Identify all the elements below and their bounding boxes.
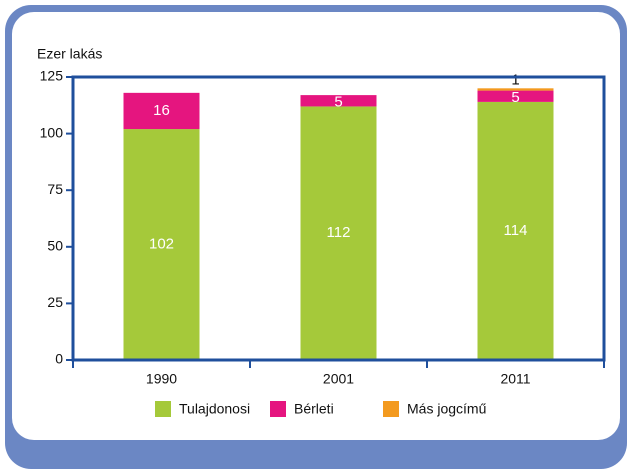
legend-swatch [383,401,399,417]
legend-swatch [155,401,171,417]
y-tick-label: 100 [40,124,64,140]
data-label: 112 [327,224,351,241]
legend-label: Bérleti [294,401,334,417]
y-tick-label: 25 [47,294,63,310]
y-tick-label: 75 [47,181,63,197]
bar-segment [123,92,200,130]
bar-segment [477,88,554,91]
data-label: 16 [153,102,170,119]
y-axis-label: Ezer lakás [37,46,102,62]
plot-frame [71,75,606,362]
bar-segment [300,95,377,107]
x-tick-label: 2011 [500,371,530,387]
legend-label: Tulajdonosi [179,401,250,417]
legend-label: Más jogcímű [407,401,487,417]
bar-segment [477,90,554,102]
y-tick-label: 50 [47,238,63,254]
y-tick-label: 0 [55,351,63,367]
data-label: 102 [149,236,174,253]
data-label: 114 [504,222,528,239]
data-label: 5 [511,89,519,106]
legend-swatch [270,401,286,417]
x-tick-label: 1990 [146,371,177,387]
y-tick-label: 125 [40,68,64,84]
bar-segment [300,106,377,360]
bar-segment [123,129,200,360]
data-label: 5 [334,94,342,111]
data-label: 1 [511,71,519,88]
bar-segment [477,101,554,361]
x-tick-label: 2001 [323,371,354,387]
